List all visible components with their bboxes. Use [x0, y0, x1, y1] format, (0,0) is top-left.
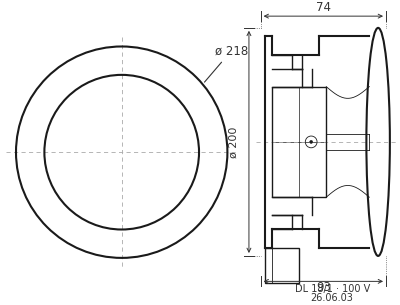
Bar: [272, 87, 326, 197]
Text: 74: 74: [316, 1, 331, 14]
Bar: [264, 248, 299, 283]
Text: ø 218: ø 218: [204, 44, 248, 82]
Text: DL 18/1 · 100 V: DL 18/1 · 100 V: [294, 284, 370, 294]
Text: 26.06.03: 26.06.03: [311, 293, 354, 303]
Text: ø 200: ø 200: [228, 126, 238, 158]
Text: 93: 93: [316, 281, 331, 294]
Circle shape: [310, 140, 313, 143]
